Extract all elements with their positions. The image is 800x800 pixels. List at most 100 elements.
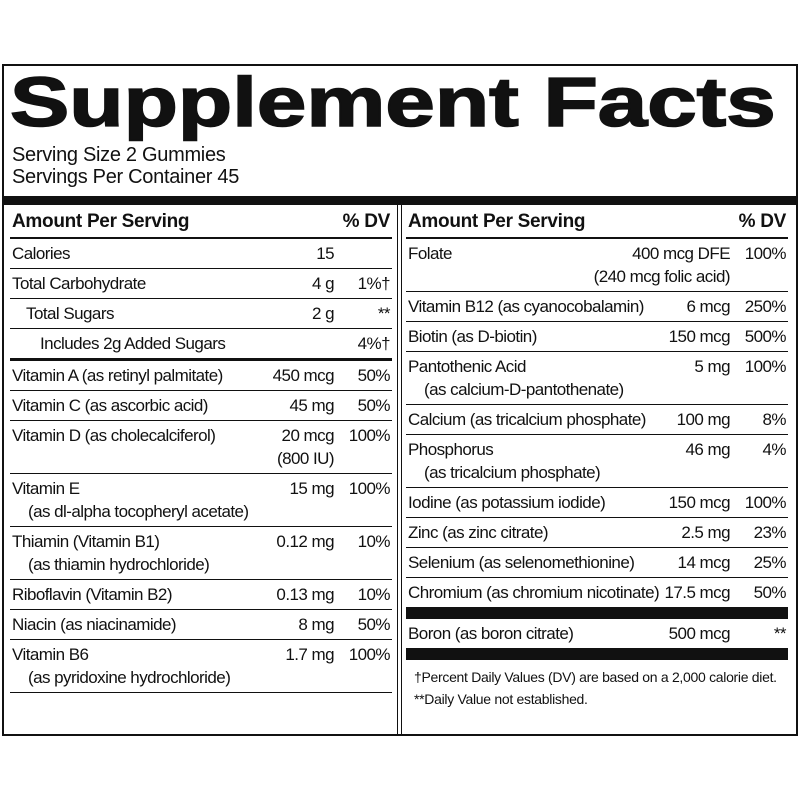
- nutrient-row: Selenium (as selenomethionine) 14 mcg 25%: [406, 548, 788, 578]
- dv-cell: 100%: [334, 424, 391, 470]
- nutrient-cell: Total Carbohydrate: [12, 272, 312, 295]
- nutrient-cell: Vitamin E (as dl-alpha tocopheryl acetate…: [12, 477, 290, 523]
- nutrient-row: Calcium (as tricalcium phosphate) 100 mg 8…: [406, 405, 788, 435]
- header-amount: Amount Per Serving: [12, 211, 190, 232]
- daily-value: **: [377, 304, 391, 323]
- amount-cell: 450 mcg: [272, 364, 335, 387]
- dv-cell: 10%: [334, 530, 391, 576]
- nutrient-row: Thiamin (Vitamin B1) (as thiamin hydrochl…: [10, 527, 392, 580]
- amount-cell: 500 mcg: [669, 622, 731, 645]
- amount-cell: 5 mg: [694, 355, 730, 401]
- nutrient-row: Includes 2g Added Sugars 4%†: [10, 329, 392, 361]
- nutrient-name: Folate: [408, 244, 453, 263]
- amount: 0.13 mg: [276, 585, 334, 604]
- column-divider: [401, 205, 402, 734]
- dv-cell: 250%: [730, 295, 787, 318]
- nutrient-name: Vitamin A (as retinyl palmitate): [12, 366, 223, 385]
- nutrient-cell: Selenium (as selenomethionine): [408, 551, 678, 574]
- nutrient-cell: Total Sugars: [12, 302, 312, 325]
- nutrient-name: Biotin (as D-biotin): [408, 327, 537, 346]
- nutrient-name: Vitamin B12 (as cyanocobalamin): [408, 297, 644, 316]
- amount-cell: 45 mg: [290, 394, 335, 417]
- daily-value: 23%: [753, 523, 787, 542]
- amount-cell: 400 mcg DFE (240 mcg folic acid): [594, 242, 731, 288]
- nutrient-row: Phosphorus (as tricalcium phosphate) 46 mg…: [406, 435, 788, 488]
- nutrient-cell: Calcium (as tricalcium phosphate): [408, 408, 677, 431]
- daily-value: 100%: [744, 357, 787, 376]
- dv-cell: 500%: [730, 325, 787, 348]
- nutrient-cell: Vitamin A (as retinyl palmitate): [12, 364, 273, 387]
- amount-cell: 4 g: [312, 272, 335, 295]
- daily-value: 25%: [753, 553, 787, 572]
- daily-value: 500%: [744, 327, 787, 346]
- nutrient-row: Calories 15: [10, 239, 392, 269]
- header-dv: % DV: [738, 211, 787, 232]
- dv-cell: 50%: [730, 581, 787, 604]
- nutrient-name: Selenium (as selenomethionine): [408, 553, 635, 572]
- serving-size: Serving Size 2 Gummies: [12, 144, 226, 166]
- daily-value: 50%: [753, 583, 787, 602]
- nutrient-cell: Vitamin B12 (as cyanocobalamin): [408, 295, 686, 318]
- nutrient-name: Pantothenic Acid: [408, 357, 526, 376]
- left-column: Amount Per Serving % DV Calories 15 Total Ca…: [10, 205, 392, 693]
- nutrient-row: Niacin (as niacinamide) 8 mg 50%: [10, 610, 392, 640]
- nutrient-row: Vitamin B6 (as pyridoxine hydrochloride) 1…: [10, 640, 392, 693]
- dv-cell: 100%: [730, 242, 787, 288]
- daily-value: 10%: [357, 532, 391, 551]
- nutrient-name: Zinc (as zinc citrate): [408, 523, 549, 542]
- amount-cell: 2.5 mg: [681, 521, 730, 544]
- nutrient-name: Vitamin E: [12, 479, 80, 498]
- column-divider: [397, 205, 398, 734]
- nutrient-name: Calcium (as tricalcium phosphate): [408, 410, 646, 429]
- amount-cell: 150 mcg: [668, 325, 731, 348]
- nutrient-name: Calories: [12, 244, 71, 263]
- amount: 150 mcg: [668, 327, 731, 346]
- nutrient-cell: Calories: [12, 242, 316, 265]
- amount: 100 mg: [676, 410, 731, 429]
- column-header: Amount Per Serving % DV: [10, 205, 392, 239]
- amount: 2.5 mg: [681, 523, 730, 542]
- nutrient-row: Boron (as boron citrate) 500 mcg **: [406, 619, 788, 660]
- servings-per-container: Servings Per Container 45: [12, 166, 240, 188]
- amount: 0.12 mg: [276, 532, 334, 551]
- dv-cell: 100%: [334, 477, 391, 523]
- amount-cell: 2 g: [312, 302, 335, 325]
- nutrient-cell: Riboflavin (Vitamin B2): [12, 583, 276, 606]
- daily-value: 100%: [744, 244, 787, 263]
- nutrient-name: Total Carbohydrate: [12, 274, 146, 293]
- amount: 400 mcg DFE: [632, 244, 730, 263]
- nutrient-source: (as pyridoxine hydrochloride): [28, 668, 231, 687]
- dv-cell: **: [334, 302, 391, 325]
- nutrient-row: Total Sugars 2 g **: [10, 299, 392, 329]
- amount: 14 mcg: [677, 553, 731, 572]
- nutrient-name: Phosphorus: [408, 440, 494, 459]
- amount: 15 mg: [289, 479, 335, 498]
- daily-value: 50%: [357, 366, 391, 385]
- dv-cell: 50%: [334, 394, 391, 417]
- daily-value: 50%: [357, 615, 391, 634]
- daily-value: 100%: [348, 645, 391, 664]
- nutrient-cell: Includes 2g Added Sugars: [12, 332, 334, 355]
- nutrient-name: Total Sugars: [26, 304, 114, 323]
- nutrient-row: Vitamin B12 (as cyanocobalamin) 6 mcg 250%: [406, 292, 788, 322]
- nutrient-row: Vitamin A (as retinyl palmitate) 450 mcg 5…: [10, 361, 392, 391]
- nutrient-cell: Niacin (as niacinamide): [12, 613, 298, 636]
- daily-value: **: [773, 624, 787, 643]
- daily-value: 100%: [348, 426, 391, 445]
- nutrient-cell: Chromium (as chromium nicotinate): [408, 581, 664, 604]
- nutrient-name: Includes 2g Added Sugars: [40, 334, 226, 353]
- right-column: Amount Per Serving % DV Folate 400 mcg DFE (…: [406, 205, 788, 710]
- nutrient-name: Boron (as boron citrate): [408, 624, 574, 643]
- nutrient-source: (as tricalcium phosphate): [424, 463, 601, 482]
- dv-cell: [334, 242, 390, 265]
- footnote: †Percent Daily Values (DV) are based on …: [414, 669, 777, 685]
- nutrient-cell: Zinc (as zinc citrate): [408, 521, 681, 544]
- dv-cell: 100%: [730, 491, 787, 514]
- daily-value: 4%†: [357, 334, 391, 353]
- amount: 2 g: [312, 304, 335, 323]
- header-amount: Amount Per Serving: [408, 211, 586, 232]
- dv-cell: 50%: [334, 364, 391, 387]
- dv-cell: 23%: [730, 521, 787, 544]
- dv-cell: 50%: [334, 613, 391, 636]
- amount: 450 mcg: [272, 366, 335, 385]
